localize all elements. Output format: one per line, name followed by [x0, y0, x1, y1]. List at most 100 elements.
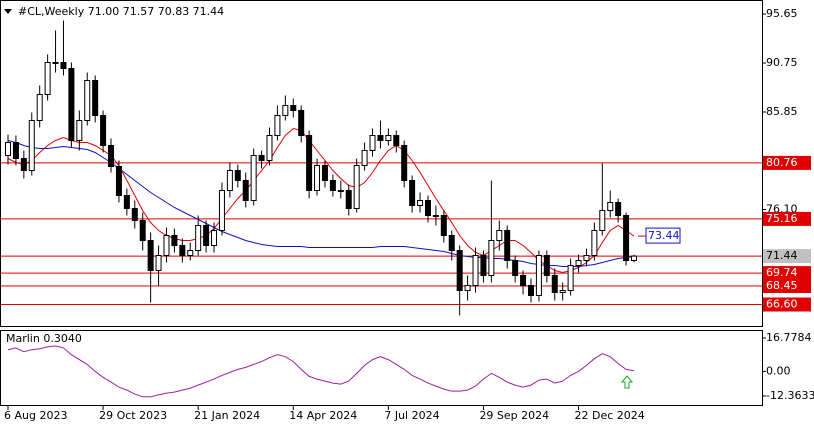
y-tick-label: 85.85 [766, 105, 798, 118]
candle-body [155, 255, 162, 271]
candle-body [36, 94, 43, 121]
candle-body [456, 250, 463, 291]
candle-body [163, 235, 170, 256]
level-label-box [763, 279, 811, 293]
candle-body [147, 240, 154, 271]
candle-body [607, 202, 614, 211]
current-price-box [763, 249, 811, 264]
candle-body [385, 135, 392, 141]
candle-body [258, 155, 265, 161]
candle-body [535, 255, 542, 296]
y-tick-label: 0.00 [766, 364, 791, 377]
level-label-box [763, 155, 811, 170]
indicator-panel-frame [0, 330, 763, 406]
candle-body [345, 190, 352, 209]
candle-body [401, 145, 408, 181]
candle-body [60, 62, 67, 69]
candle-body [551, 275, 558, 293]
level-label: 69.74 [766, 266, 798, 279]
candle-body [171, 235, 178, 246]
x-tick-label: 6 Aug 2023 [4, 409, 67, 422]
line-series [7, 127, 635, 274]
candle-body [187, 250, 194, 256]
candle-body [139, 220, 146, 241]
y-tick-label: -12.3633 [766, 389, 814, 402]
candle-body [504, 230, 511, 261]
candle-body [123, 195, 130, 209]
candle-body [179, 245, 186, 256]
candle-body [615, 202, 622, 216]
candle-body [559, 290, 566, 293]
candle-body [290, 105, 297, 111]
level-label-box [763, 211, 811, 226]
candle-body [464, 285, 471, 291]
candle-body [488, 240, 495, 276]
candle-body [44, 62, 51, 95]
y-tick-label: 90.75 [766, 56, 798, 69]
candle-body [314, 165, 321, 191]
candle-body [306, 135, 313, 191]
candle-body [440, 215, 447, 236]
candle-body [472, 255, 479, 286]
level-label: 68.45 [766, 279, 798, 292]
candle-body [226, 170, 233, 191]
x-tick-label: 14 Apr 2024 [289, 409, 357, 422]
candle-body [211, 230, 218, 246]
candle-body [12, 142, 19, 159]
candle-body [543, 255, 550, 276]
x-tick-label: 29 Sep 2024 [479, 409, 549, 422]
candle-body [282, 105, 289, 116]
candle-body [369, 135, 376, 151]
x-tick-label: 21 Jan 2024 [194, 409, 260, 422]
candle-body [195, 225, 202, 251]
candle-body [115, 166, 122, 196]
line-series [7, 140, 635, 267]
candle-body [52, 62, 59, 64]
candle-body [631, 255, 637, 262]
candle-body [329, 180, 336, 191]
candle-body [337, 190, 344, 192]
candle-body [575, 260, 582, 266]
candle-body [131, 208, 138, 221]
level-label: 75.16 [766, 212, 798, 225]
candle-body [567, 265, 574, 291]
callout-label: 73.44 [648, 229, 680, 242]
candle-body [591, 230, 598, 256]
candle-body [242, 180, 249, 201]
candle-body [84, 80, 91, 121]
candle-body [218, 190, 225, 231]
candle-body [100, 115, 107, 146]
menu-arrow[interactable] [4, 9, 12, 14]
candle-body [298, 110, 305, 136]
level-label: 80.76 [766, 156, 798, 169]
candle-body [28, 120, 35, 171]
candle-body [266, 135, 273, 161]
current-price-label: 71.44 [766, 249, 798, 262]
y-tick-label: 16.7784 [766, 331, 812, 344]
signal-arrow [620, 375, 634, 389]
candle-body [68, 68, 75, 141]
candle-body [274, 115, 281, 136]
level-label-box [763, 266, 811, 281]
callout-box [645, 227, 681, 244]
candle-body [234, 170, 241, 181]
candle-body [377, 135, 384, 141]
x-tick-label: 7 Jul 2024 [384, 409, 439, 422]
candle-body [203, 225, 210, 246]
candle-body [623, 215, 630, 261]
x-tick-label: 29 Oct 2023 [99, 409, 167, 422]
candle-body [361, 150, 368, 166]
candle-body [424, 200, 431, 216]
candle-body [321, 165, 328, 181]
x-tick-label: 22 Dec 2024 [575, 409, 645, 422]
candle-body [448, 235, 455, 251]
candle-body [520, 275, 527, 286]
candle-body [108, 145, 115, 167]
y-tick-label: 95.65 [766, 7, 798, 20]
main-panel-frame [0, 0, 763, 327]
candle-body [496, 230, 503, 241]
level-label-box [763, 297, 811, 312]
candle-body [92, 80, 99, 116]
candle-body [512, 260, 519, 276]
candle-body [432, 215, 439, 217]
